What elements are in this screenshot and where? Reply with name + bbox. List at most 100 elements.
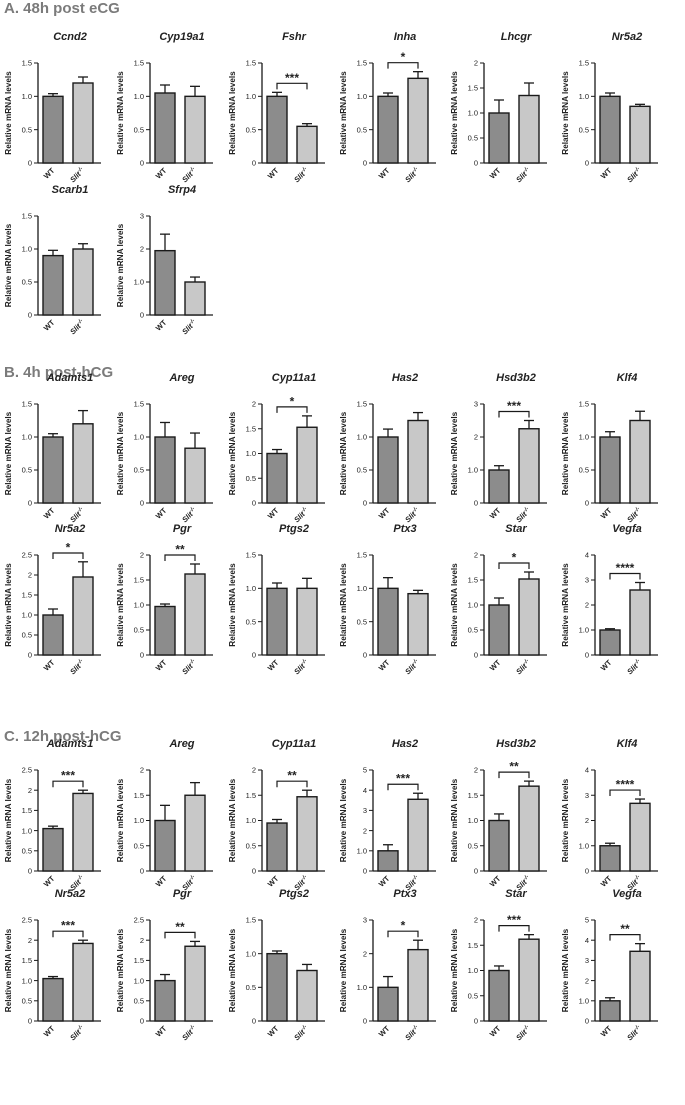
x-tick-label-adamts1-b-ko: Slit-/- bbox=[68, 506, 86, 524]
x-tick-label-nr5a2-c-ko: Slit-/- bbox=[68, 1024, 86, 1042]
bar-nr5a2-b-wt bbox=[42, 614, 64, 656]
y-tick-label-vegfa-b-1: 1.0 bbox=[579, 626, 589, 635]
x-tick-label-ccnd2-a-wt: WT bbox=[42, 166, 57, 181]
bar-adamts1-b-wt bbox=[42, 436, 64, 504]
y-tick-label-cyp11a1-c-2: 1.0 bbox=[246, 816, 256, 825]
chart-title-nr5a2-b: Nr5a2 bbox=[55, 523, 86, 535]
x-tick-label-ptgs2-c-ko: Slit-/- bbox=[292, 1024, 310, 1042]
bar-lhcgr-a-ko bbox=[518, 94, 540, 164]
bar-ptx3-c-wt bbox=[377, 986, 399, 1022]
y-tick-label-nr5a2-b-1: 0.5 bbox=[22, 631, 32, 640]
y-tick-label-ptx3-b-3: 1.5 bbox=[357, 551, 367, 560]
y-axis-label-has2-b: Relative mRNA levels bbox=[339, 411, 348, 495]
y-tick-label-pgr-c-3: 1.5 bbox=[134, 956, 144, 965]
bar-areg-b-ko bbox=[184, 447, 206, 504]
bar-vegfa-b-ko bbox=[629, 589, 651, 656]
sig-marker-hsd3b2-b: *** bbox=[507, 399, 521, 413]
section-title-c: C. 12h post-hCG bbox=[4, 728, 122, 745]
chart-title-ptgs2-c: Ptgs2 bbox=[279, 888, 309, 900]
x-tick-label-nr5a2-c-wt: WT bbox=[42, 1024, 57, 1039]
x-tick-label-fshr-a-ko: Slit-/- bbox=[292, 166, 310, 184]
chart-title-lhcgr-a: Lhcgr bbox=[501, 31, 532, 43]
x-tick-label-lhcgr-a-wt: WT bbox=[488, 166, 503, 181]
x-tick-superscript-cyp11a1-c: -/- bbox=[300, 874, 308, 882]
bar-scarb1-a-wt bbox=[42, 254, 64, 316]
y-tick-label-ccnd2-a-1: 0.5 bbox=[22, 125, 32, 134]
y-tick-label-hsd3b2-c-4: 2 bbox=[474, 766, 478, 775]
x-tick-label-star-c-ko: Slit-/- bbox=[514, 1024, 532, 1042]
bar-inha-a-wt bbox=[377, 95, 399, 164]
x-tick-label-ptgs2-c-wt: WT bbox=[266, 1024, 281, 1039]
x-tick-superscript-has2-b: -/- bbox=[411, 506, 419, 514]
sig-marker-fshr-a: *** bbox=[285, 71, 299, 85]
sig-bracket-vegfa-b bbox=[609, 572, 641, 580]
x-tick-label-cyp11a1-b-ko: Slit-/- bbox=[292, 506, 310, 524]
y-tick-label-cyp11a1-c-4: 2 bbox=[252, 766, 256, 775]
bar-hsd3b2-b-ko bbox=[518, 428, 540, 504]
y-tick-label-areg-c-3: 1.5 bbox=[134, 791, 144, 800]
x-tick-superscript-ptx3-c: -/- bbox=[411, 1024, 419, 1032]
chart-title-star-c: Star bbox=[505, 888, 527, 900]
x-tick-superscript-fshr-a: -/- bbox=[300, 166, 308, 174]
y-tick-label-areg-c-1: 0.5 bbox=[134, 841, 144, 850]
x-tick-label-vegfa-c-wt: WT bbox=[599, 1024, 614, 1039]
bar-hsd3b2-b-wt bbox=[488, 469, 510, 504]
y-tick-label-ptgs2-c-0: 0 bbox=[252, 1017, 256, 1026]
bar-ptx3-c-ko bbox=[407, 948, 429, 1022]
x-tick-superscript-star-c: -/- bbox=[522, 1024, 530, 1032]
y-tick-label-fshr-a-0: 0 bbox=[252, 159, 256, 168]
y-tick-label-hsd3b2-b-3: 3 bbox=[474, 400, 478, 409]
x-tick-label-fshr-a-wt: WT bbox=[266, 166, 281, 181]
sig-marker-star-c: *** bbox=[507, 913, 521, 927]
y-tick-label-lhcgr-a-0: 0 bbox=[474, 159, 478, 168]
y-axis-label-has2-c: Relative mRNA levels bbox=[339, 778, 348, 862]
bar-star-b-ko bbox=[518, 578, 540, 656]
y-tick-label-hsd3b2-c-0: 0 bbox=[474, 867, 478, 876]
x-tick-label-pgr-b-ko: Slit-/- bbox=[180, 658, 198, 676]
x-tick-superscript-nr5a2-b: -/- bbox=[76, 658, 84, 666]
y-tick-label-star-c-0: 0 bbox=[474, 1017, 478, 1026]
y-tick-label-klf4-c-1: 1.0 bbox=[579, 841, 589, 850]
chart-title-klf4-c: Klf4 bbox=[617, 738, 638, 750]
y-tick-label-adamts1-c-5: 2.5 bbox=[22, 766, 32, 775]
x-tick-label-star-b-wt: WT bbox=[488, 658, 503, 673]
y-axis-label-ptgs2-c: Relative mRNA levels bbox=[228, 928, 237, 1012]
bar-cyp19a1-a-wt bbox=[154, 92, 176, 164]
y-tick-label-scarb1-a-0: 0 bbox=[28, 311, 32, 320]
x-tick-superscript-hsd3b2-c: -/- bbox=[522, 874, 530, 882]
y-tick-label-nr5a2-a-0: 0 bbox=[585, 159, 589, 168]
x-tick-label-cyp11a1-c-wt: WT bbox=[266, 874, 281, 889]
x-tick-superscript-vegfa-b: -/- bbox=[633, 658, 641, 666]
sig-bracket-cyp11a1-b bbox=[276, 406, 308, 413]
y-tick-label-hsd3b2-c-2: 1.0 bbox=[468, 816, 478, 825]
x-tick-label-has2-b-ko: Slit-/- bbox=[403, 506, 421, 524]
y-tick-label-pgr-b-2: 1.0 bbox=[134, 601, 144, 610]
x-tick-label-cyp19a1-a-wt: WT bbox=[154, 166, 169, 181]
bar-nr5a2-a-ko bbox=[629, 105, 651, 164]
y-tick-label-klf4-c-2: 2 bbox=[585, 816, 589, 825]
chart-title-vegfa-c: Vegfa bbox=[612, 888, 642, 900]
chart-title-nr5a2-c: Nr5a2 bbox=[55, 888, 86, 900]
y-axis-label-pgr-c: Relative mRNA levels bbox=[116, 928, 125, 1012]
chart-title-cyp19a1-a: Cyp19a1 bbox=[159, 31, 204, 43]
y-tick-label-sfrp4-a-2: 2 bbox=[140, 245, 144, 254]
x-tick-superscript-pgr-c: -/- bbox=[188, 1024, 196, 1032]
y-tick-label-hsd3b2-c-1: 0.5 bbox=[468, 841, 478, 850]
y-tick-label-fshr-a-1: 0.5 bbox=[246, 125, 256, 134]
x-tick-label-klf4-b-wt: WT bbox=[599, 506, 614, 521]
x-tick-label-scarb1-a-wt: WT bbox=[42, 318, 57, 333]
x-tick-label-areg-b-wt: WT bbox=[154, 506, 169, 521]
sig-marker-has2-c: *** bbox=[396, 772, 410, 786]
y-tick-label-inha-a-3: 1.5 bbox=[357, 59, 367, 68]
y-tick-label-star-c-3: 1.5 bbox=[468, 941, 478, 950]
y-tick-label-cyp11a1-b-2: 1.0 bbox=[246, 449, 256, 458]
y-tick-label-nr5a2-b-0: 0 bbox=[28, 651, 32, 660]
sig-marker-ptx3-c: * bbox=[401, 919, 406, 933]
y-tick-label-ptx3-c-2: 2 bbox=[363, 949, 367, 958]
y-tick-label-ptx3-b-0: 0 bbox=[363, 651, 367, 660]
bar-klf4-c-wt bbox=[599, 845, 621, 872]
y-tick-label-star-c-1: 0.5 bbox=[468, 991, 478, 1000]
y-tick-label-vegfa-c-1: 1.0 bbox=[579, 997, 589, 1006]
y-tick-label-scarb1-a-1: 0.5 bbox=[22, 278, 32, 287]
y-tick-label-star-c-4: 2 bbox=[474, 916, 478, 925]
